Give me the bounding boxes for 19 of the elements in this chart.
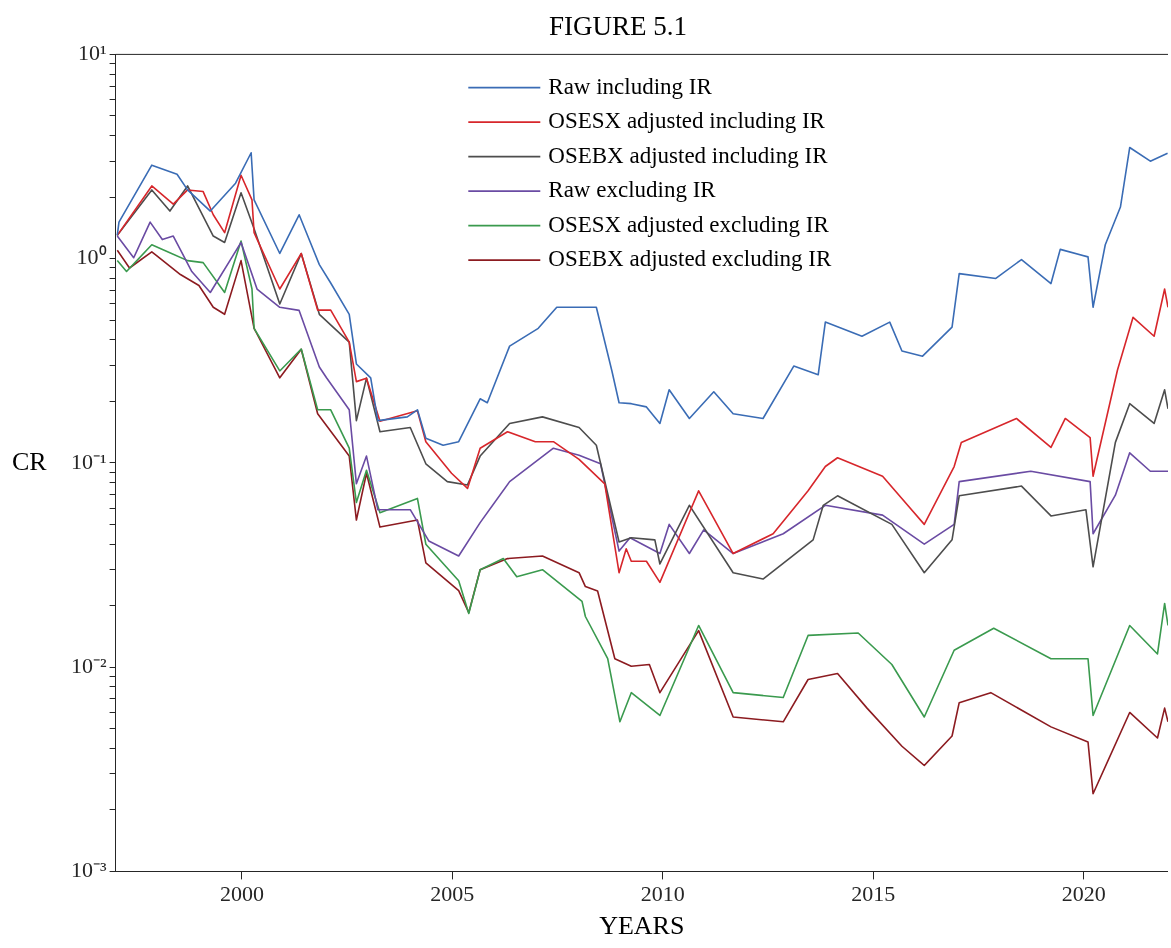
chart-title: FIGURE 5.1 xyxy=(548,11,688,42)
x-tick-label: 2015 xyxy=(851,881,896,907)
x-tick-label: 2020 xyxy=(1061,881,1106,907)
x-tick-label: 2000 xyxy=(219,881,264,907)
y-tick-label: 10¹ xyxy=(77,40,107,66)
legend-label: OSEBX adjusted excluding IR xyxy=(548,246,832,272)
legend-label: Raw excluding IR xyxy=(548,177,717,203)
x-axis-title: YEARS xyxy=(599,911,685,941)
legend-label: OSEBX adjusted including IR xyxy=(548,142,829,168)
x-tick-label: 2010 xyxy=(640,881,685,907)
legend-label: OSESX adjusted excluding IR xyxy=(548,211,830,237)
x-tick-label: 2005 xyxy=(430,881,475,907)
legend-label: OSESX adjusted including IR xyxy=(548,108,826,134)
y-tick-label: 10⁻² xyxy=(70,652,107,678)
y-tick-label: 10⁻³ xyxy=(70,857,107,883)
legend-label: Raw including IR xyxy=(548,73,713,99)
y-axis-title: CR xyxy=(12,446,48,476)
y-tick-label: 10⁰ xyxy=(76,244,107,270)
y-tick-label: 10⁻¹ xyxy=(70,448,107,474)
